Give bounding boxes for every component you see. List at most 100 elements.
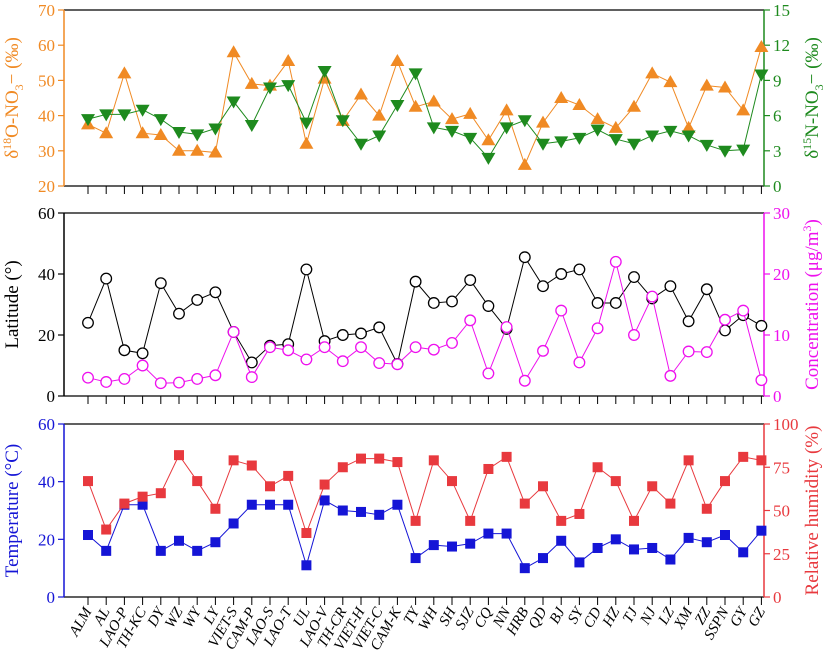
category-label: TJ	[620, 604, 642, 626]
data-point	[483, 528, 494, 539]
data-point	[465, 538, 476, 549]
data-point	[519, 498, 530, 509]
series-line	[87, 46, 762, 167]
data-point	[390, 100, 405, 113]
data-point	[518, 251, 531, 264]
data-point	[245, 371, 258, 384]
data-point	[719, 313, 731, 326]
category-label: ZZ	[692, 604, 715, 627]
data-point	[556, 535, 567, 546]
data-point	[227, 326, 240, 338]
data-point	[99, 109, 114, 122]
data-point	[499, 122, 514, 135]
data-point	[683, 455, 694, 466]
data-point	[173, 307, 185, 320]
data-point	[356, 453, 366, 464]
left-tick-label: 40	[38, 107, 55, 126]
data-point	[646, 290, 659, 303]
right-tick-label: 25	[773, 545, 790, 564]
axis-label-part: Concentration (μg/m	[802, 231, 823, 390]
right-tick-label: 0	[773, 387, 782, 406]
data-point	[756, 455, 767, 466]
data-point	[301, 560, 312, 571]
data-point	[681, 130, 696, 143]
data-point	[101, 524, 112, 535]
data-point	[572, 98, 587, 111]
data-point	[591, 297, 604, 309]
data-point	[174, 535, 184, 546]
data-point	[610, 476, 621, 487]
data-point	[683, 532, 694, 543]
data-point	[736, 103, 751, 116]
left-tick-label: 0	[47, 588, 56, 607]
data-point	[592, 542, 603, 553]
data-point	[573, 356, 586, 369]
series-temperature	[83, 495, 767, 574]
left-axis-label: Temperature (°C)	[2, 444, 23, 577]
data-point	[244, 119, 259, 132]
data-point	[427, 297, 440, 309]
series-latitude	[82, 251, 768, 370]
data-point	[517, 157, 532, 170]
panel-location: 0 20 40 60 0 10 20 30 Latitude (°) Concentration …	[2, 204, 823, 406]
series-d18o-no3	[81, 39, 769, 170]
data-point	[355, 341, 367, 354]
left-tick-label: 40	[38, 473, 55, 492]
data-point	[554, 136, 569, 149]
left-axis-label: Latitude (°)	[2, 260, 23, 348]
data-point	[83, 476, 93, 487]
right-tick-label: 12	[773, 36, 790, 55]
data-point	[174, 450, 184, 461]
series-relative-humidity	[83, 450, 767, 538]
data-point	[282, 344, 295, 357]
data-point	[283, 499, 294, 510]
data-point	[663, 75, 678, 88]
data-point	[283, 470, 294, 481]
right-tick-label: 75	[773, 458, 790, 477]
data-point	[481, 152, 496, 165]
data-point	[465, 515, 476, 526]
data-point	[226, 96, 241, 109]
data-point	[190, 143, 205, 156]
data-point	[117, 66, 132, 79]
data-point	[645, 130, 660, 143]
category-label: GZ	[745, 604, 769, 629]
right-tick-label: 20	[773, 265, 790, 284]
data-point	[154, 277, 167, 290]
data-point	[210, 503, 221, 514]
data-point	[191, 372, 204, 385]
data-point	[299, 117, 314, 130]
data-point	[299, 136, 314, 149]
data-point	[191, 293, 204, 306]
data-point	[101, 545, 112, 556]
data-point	[319, 479, 330, 490]
data-point	[664, 369, 677, 382]
data-point	[591, 322, 604, 335]
right-tick-label: 3	[773, 142, 782, 161]
data-point	[354, 138, 368, 151]
data-point	[426, 122, 441, 135]
data-point	[446, 336, 458, 349]
data-point	[391, 358, 404, 371]
data-point	[228, 518, 239, 529]
data-point	[482, 367, 495, 380]
data-point	[500, 321, 513, 334]
data-point	[645, 66, 660, 79]
data-point	[317, 66, 332, 79]
data-point	[409, 275, 422, 288]
left-tick-label: 30	[38, 142, 55, 161]
right-axis-label: Relative humidity (%)	[802, 426, 823, 596]
left-tick-label: 70	[38, 1, 55, 20]
data-point	[445, 112, 459, 125]
data-point	[628, 271, 640, 284]
data-point	[755, 319, 768, 332]
left-tick-label: 20	[38, 177, 55, 196]
data-point	[210, 537, 221, 548]
data-point	[700, 283, 713, 296]
data-point	[83, 530, 93, 541]
data-point	[281, 80, 296, 93]
data-point	[99, 126, 114, 139]
right-tick-label: 6	[773, 107, 782, 126]
right-tick-label: 10	[773, 326, 790, 345]
